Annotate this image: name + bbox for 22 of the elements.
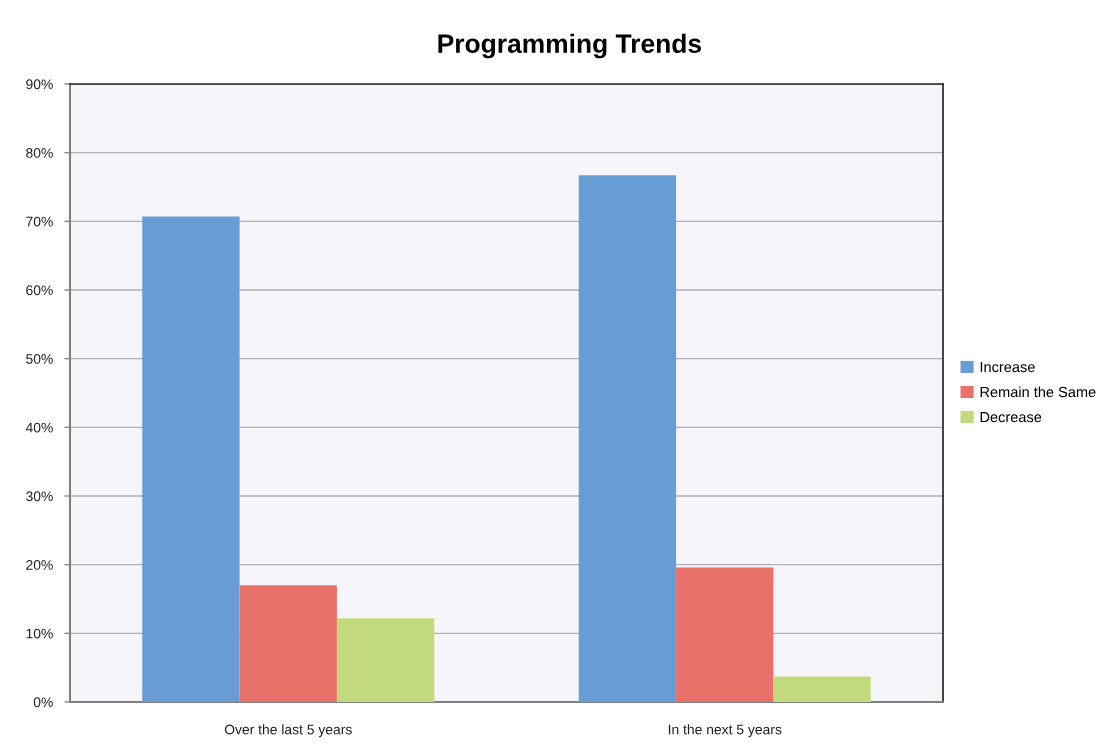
bar xyxy=(336,618,435,702)
y-tick-label: 30% xyxy=(26,491,53,502)
legend-label: Remain the Same xyxy=(980,386,1096,398)
y-tick-label: 50% xyxy=(26,354,53,364)
y-tick-label: 80% xyxy=(26,148,53,158)
y-tick-label: 20% xyxy=(26,560,53,570)
chart-title: Programming Trends xyxy=(438,33,701,59)
bar xyxy=(773,676,871,702)
legend-label: Increase xyxy=(980,361,1035,373)
bar xyxy=(142,216,240,702)
bar xyxy=(578,175,677,702)
y-tick-label: 70% xyxy=(26,216,53,227)
x-tick-label: Over the last 5 years xyxy=(224,724,352,738)
y-tick-label: 90% xyxy=(26,79,53,90)
bar xyxy=(676,567,774,702)
y-tick-label: 10% xyxy=(26,628,53,639)
y-tick-label: 40% xyxy=(25,422,53,433)
bar xyxy=(239,585,337,702)
y-tick-label: 0% xyxy=(33,697,53,708)
y-tick-label: 60% xyxy=(26,285,53,296)
x-tick-label: In the next 5 years xyxy=(668,724,782,738)
legend-label: Decrease xyxy=(980,412,1042,423)
